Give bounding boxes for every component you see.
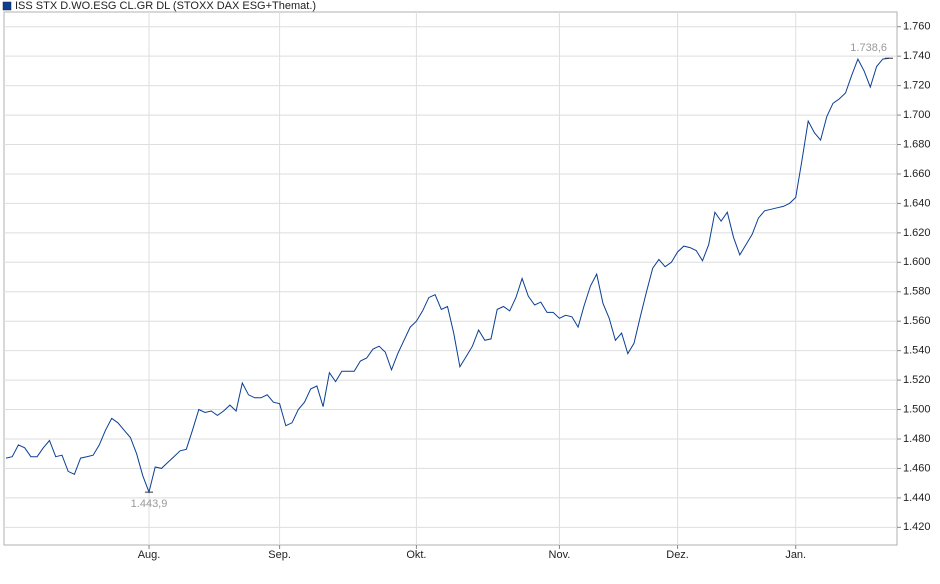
y-tick-label: 1.440	[903, 492, 931, 504]
y-tick-label: 1.520	[903, 374, 931, 386]
x-tick-label: Sep.	[268, 549, 291, 561]
value-label: 1.443,9	[131, 498, 168, 510]
y-tick-label: 1.620	[903, 227, 931, 239]
y-tick-label: 1.600	[903, 256, 931, 268]
y-tick-label: 1.700	[903, 109, 931, 121]
y-tick-label: 1.480	[903, 433, 931, 445]
x-tick-label: Dez.	[666, 549, 689, 561]
y-tick-label: 1.580	[903, 286, 931, 298]
y-tick-label: 1.720	[903, 80, 931, 92]
x-tick-label: Aug.	[138, 549, 161, 561]
legend-swatch	[2, 1, 12, 11]
y-tick-label: 1.760	[903, 21, 931, 33]
series-line	[5, 57, 890, 494]
y-tick-label: 1.540	[903, 345, 931, 357]
x-tick-label: Jan.	[785, 549, 806, 561]
x-tick-label: Nov.	[549, 549, 571, 561]
y-tick-label: 1.660	[903, 168, 931, 180]
y-tick-label: 1.560	[903, 315, 931, 327]
legend-label: ISS STX D.WO.ESG CL.GR DL (STOXX DAX ESG…	[15, 0, 316, 12]
y-tick-label: 1.500	[903, 403, 931, 415]
x-tick-label: Okt.	[406, 549, 426, 561]
value-label: 1.738,6	[850, 42, 887, 54]
y-tick-label: 1.740	[903, 50, 931, 62]
y-tick-label: 1.640	[903, 197, 931, 209]
y-tick-label: 1.680	[903, 138, 931, 150]
y-tick-label: 1.460	[903, 462, 931, 474]
plot-frame	[3, 11, 898, 546]
y-tick-label: 1.420	[903, 521, 931, 533]
